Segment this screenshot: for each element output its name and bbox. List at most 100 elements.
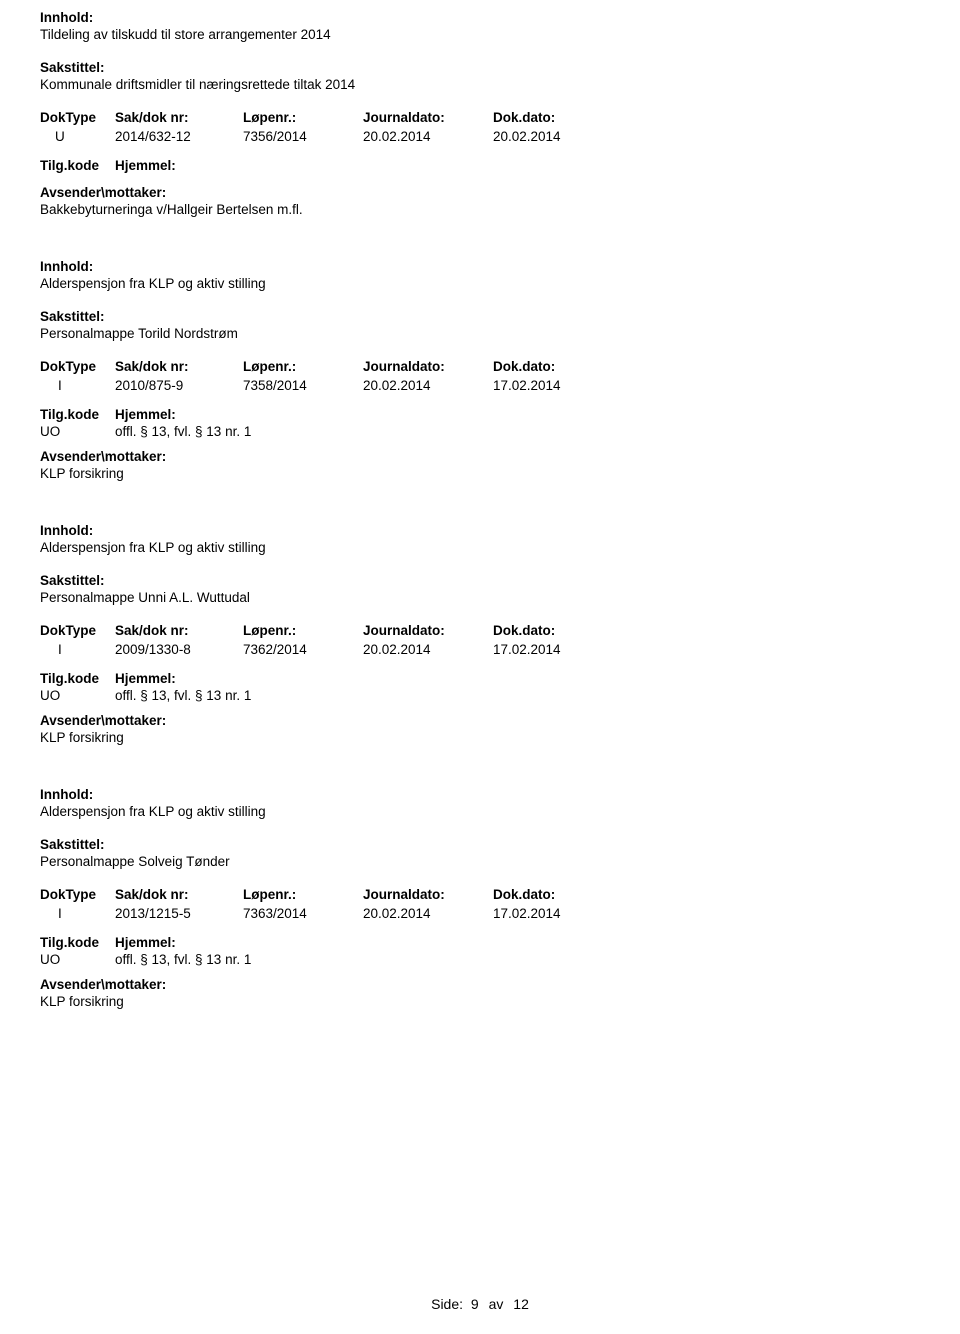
avsender-value: KLP forsikring [40, 730, 920, 745]
col-journaldato-header: Journaldato: [363, 110, 493, 125]
innhold-label: Innhold: [40, 259, 920, 274]
sakstittel-label: Sakstittel: [40, 309, 920, 324]
lopenr-value: 7363/2014 [243, 906, 363, 921]
col-dokdato-header: Dok.dato: [493, 623, 623, 638]
doktype-value: U [40, 129, 115, 144]
hjemmel-label: Hjemmel: [115, 158, 176, 173]
col-dokdato-header: Dok.dato: [493, 110, 623, 125]
hjemmel-label: Hjemmel: [115, 407, 176, 422]
innhold-label: Innhold: [40, 787, 920, 802]
innhold-value: Tildeling av tilskudd til store arrangem… [40, 27, 920, 42]
dokdato-value: 17.02.2014 [493, 378, 623, 393]
col-journaldato-header: Journaldato: [363, 359, 493, 374]
col-doktype-header: DokType [40, 887, 115, 902]
footer-of: av [489, 1296, 504, 1312]
col-saknr-header: Sak/dok nr: [115, 110, 243, 125]
journaldato-value: 20.02.2014 [363, 642, 493, 657]
avsender-value: Bakkebyturneringa v/Hallgeir Bertelsen m… [40, 202, 920, 217]
page-footer: Side: 9 av 12 [0, 1296, 960, 1312]
hjemmel-value-line: UO offl. § 13, fvl. § 13 nr. 1 [40, 688, 920, 703]
record-table-row: I 2013/1215-5 7363/2014 20.02.2014 17.02… [40, 906, 920, 921]
record-table-row: I 2010/875-9 7358/2014 20.02.2014 17.02.… [40, 378, 920, 393]
innhold-value: Alderspensjon fra KLP og aktiv stilling [40, 540, 920, 555]
journaldato-value: 20.02.2014 [363, 129, 493, 144]
sakstittel-value: Kommunale driftsmidler til næringsretted… [40, 77, 920, 92]
sakstittel-value: Personalmappe Unni A.L. Wuttudal [40, 590, 920, 605]
sakstittel-value: Personalmappe Torild Nordstrøm [40, 326, 920, 341]
col-lopenr-header: Løpenr.: [243, 110, 363, 125]
tilgkode-label: Tilg.kode [40, 407, 115, 422]
hjemmel-header-line: Tilg.kode Hjemmel: [40, 158, 920, 173]
journaldato-value: 20.02.2014 [363, 378, 493, 393]
doktype-value: I [40, 642, 115, 657]
journal-record: Innhold: Alderspensjon fra KLP og aktiv … [40, 523, 920, 745]
hjemmel-value: offl. § 13, fvl. § 13 nr. 1 [115, 688, 251, 703]
hjemmel-label: Hjemmel: [115, 935, 176, 950]
hjemmel-header-line: Tilg.kode Hjemmel: [40, 671, 920, 686]
record-table-header: DokType Sak/dok nr: Løpenr.: Journaldato… [40, 623, 920, 638]
innhold-value: Alderspensjon fra KLP og aktiv stilling [40, 276, 920, 291]
col-saknr-header: Sak/dok nr: [115, 359, 243, 374]
dokdato-value: 17.02.2014 [493, 642, 623, 657]
tilgkode-label: Tilg.kode [40, 158, 115, 173]
hjemmel-value: offl. § 13, fvl. § 13 nr. 1 [115, 424, 251, 439]
saknr-value: 2009/1330-8 [115, 642, 243, 657]
lopenr-value: 7356/2014 [243, 129, 363, 144]
journal-record: Innhold: Alderspensjon fra KLP og aktiv … [40, 787, 920, 1009]
col-dokdato-header: Dok.dato: [493, 887, 623, 902]
tilgkode-value: UO [40, 424, 115, 439]
record-table-row: I 2009/1330-8 7362/2014 20.02.2014 17.02… [40, 642, 920, 657]
col-saknr-header: Sak/dok nr: [115, 887, 243, 902]
sakstittel-label: Sakstittel: [40, 60, 920, 75]
avsender-label: Avsender\mottaker: [40, 713, 920, 728]
col-dokdato-header: Dok.dato: [493, 359, 623, 374]
col-doktype-header: DokType [40, 623, 115, 638]
saknr-value: 2013/1215-5 [115, 906, 243, 921]
footer-page: 9 [471, 1296, 479, 1312]
dokdato-value: 20.02.2014 [493, 129, 623, 144]
footer-prefix: Side: [431, 1296, 463, 1312]
hjemmel-value-line: UO offl. § 13, fvl. § 13 nr. 1 [40, 424, 920, 439]
dokdato-value: 17.02.2014 [493, 906, 623, 921]
avsender-value: KLP forsikring [40, 994, 920, 1009]
lopenr-value: 7358/2014 [243, 378, 363, 393]
avsender-label: Avsender\mottaker: [40, 977, 920, 992]
journal-record: Innhold: Alderspensjon fra KLP og aktiv … [40, 259, 920, 481]
footer-total: 12 [513, 1296, 529, 1312]
avsender-value: KLP forsikring [40, 466, 920, 481]
lopenr-value: 7362/2014 [243, 642, 363, 657]
col-doktype-header: DokType [40, 110, 115, 125]
saknr-value: 2014/632-12 [115, 129, 243, 144]
doktype-value: I [40, 906, 115, 921]
saknr-value: 2010/875-9 [115, 378, 243, 393]
sakstittel-value: Personalmappe Solveig Tønder [40, 854, 920, 869]
record-table-header: DokType Sak/dok nr: Løpenr.: Journaldato… [40, 887, 920, 902]
col-lopenr-header: Løpenr.: [243, 887, 363, 902]
journaldato-value: 20.02.2014 [363, 906, 493, 921]
col-lopenr-header: Løpenr.: [243, 623, 363, 638]
hjemmel-label: Hjemmel: [115, 671, 176, 686]
record-table-header: DokType Sak/dok nr: Løpenr.: Journaldato… [40, 359, 920, 374]
innhold-label: Innhold: [40, 10, 920, 25]
hjemmel-header-line: Tilg.kode Hjemmel: [40, 407, 920, 422]
hjemmel-value: offl. § 13, fvl. § 13 nr. 1 [115, 952, 251, 967]
hjemmel-value-line: UO offl. § 13, fvl. § 13 nr. 1 [40, 952, 920, 967]
avsender-label: Avsender\mottaker: [40, 185, 920, 200]
record-table-header: DokType Sak/dok nr: Løpenr.: Journaldato… [40, 110, 920, 125]
tilgkode-value: UO [40, 952, 115, 967]
tilgkode-value: UO [40, 688, 115, 703]
journal-record: Innhold: Tildeling av tilskudd til store… [40, 10, 920, 217]
avsender-label: Avsender\mottaker: [40, 449, 920, 464]
doktype-value: I [40, 378, 115, 393]
innhold-value: Alderspensjon fra KLP og aktiv stilling [40, 804, 920, 819]
col-saknr-header: Sak/dok nr: [115, 623, 243, 638]
hjemmel-header-line: Tilg.kode Hjemmel: [40, 935, 920, 950]
tilgkode-label: Tilg.kode [40, 935, 115, 950]
sakstittel-label: Sakstittel: [40, 837, 920, 852]
col-lopenr-header: Løpenr.: [243, 359, 363, 374]
col-journaldato-header: Journaldato: [363, 887, 493, 902]
col-doktype-header: DokType [40, 359, 115, 374]
innhold-label: Innhold: [40, 523, 920, 538]
sakstittel-label: Sakstittel: [40, 573, 920, 588]
record-table-row: U 2014/632-12 7356/2014 20.02.2014 20.02… [40, 129, 920, 144]
